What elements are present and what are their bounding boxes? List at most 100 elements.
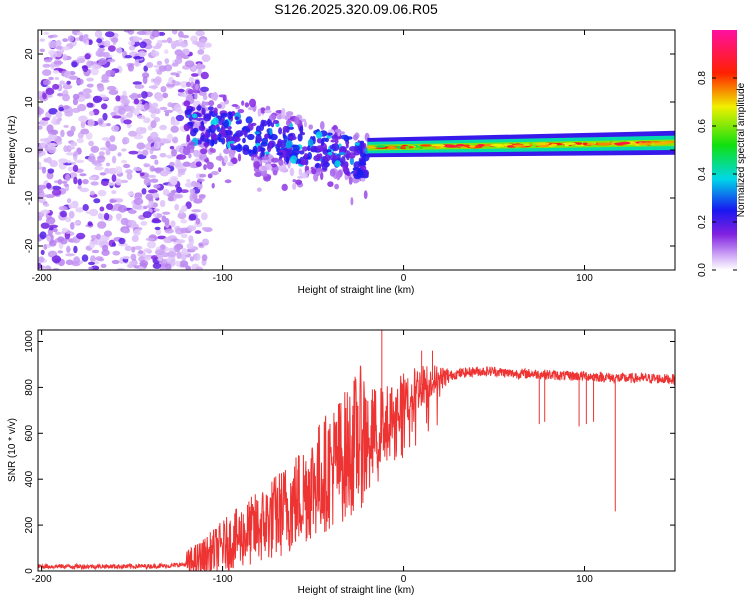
colorbar-tick-label: 0.0 [697,263,708,277]
heatmap-cell [89,176,96,180]
heatmap-cell [130,253,137,261]
heatmap-cell [144,257,151,261]
heatmap-cell [76,32,83,36]
heatmap-cell [52,83,60,90]
heatmap-cell [92,95,103,103]
heatmap-cell [77,184,82,190]
heatmap-cell [159,152,167,158]
heatmap-cell [108,89,119,96]
heatmap-cell [297,175,304,179]
spectrogram-heatmap [38,30,675,270]
heatmap-cell [156,93,164,102]
heatmap-cell [179,260,189,268]
heatmap-cell [159,124,168,131]
heatmap-cell [87,118,95,127]
heatmap-cell [112,115,122,119]
heatmap-cell [227,111,233,120]
heatmap-cell [340,134,349,140]
heatmap-cell [73,256,80,265]
heatmap-cell [241,100,245,106]
heatmap-cell [173,193,184,199]
heatmap-cell [88,261,95,266]
heatmap-cell [172,136,179,144]
heatmap-cell [350,197,354,206]
heatmap-cell [111,125,120,132]
heatmap-cell [174,49,183,56]
heatmap-cell [324,137,329,143]
heatmap-cell [213,107,218,114]
x-tick-label: -100 [213,574,233,585]
colorbar-tick-label: 0.6 [697,119,708,133]
heatmap-cell [285,111,294,117]
heatmap-cell [133,56,143,60]
heatmap-cell [121,159,128,164]
heatmap-cell [115,166,123,175]
heatmap-cell [235,144,243,153]
heatmap-cell [348,176,353,185]
heatmap-cell [201,125,205,131]
heatmap-cell [141,91,148,99]
heatmap-cell [207,173,213,179]
heatmap-cell [55,111,63,119]
heatmap-cell [201,100,206,109]
heatmap-cell [302,146,308,152]
heatmap-cell [82,65,89,72]
heatmap-cell [257,145,261,153]
heatmap-cell [150,50,160,57]
heatmap-cell [39,38,46,42]
heatmap-cell [188,77,195,82]
heatmap-cell [51,185,62,191]
heatmap-cell [265,105,271,111]
heatmap-cell [320,139,325,146]
heatmap-cell [311,168,317,175]
heatmap-cell [173,244,181,253]
heatmap-cell [167,251,177,257]
heatmap-cell [276,115,283,120]
heatmap-cell [45,94,53,98]
heatmap-cell [136,104,146,110]
heatmap-cell [345,143,349,149]
heatmap-cell [43,58,53,63]
heatmap-cell [118,237,126,245]
heatmap-cell [181,34,190,39]
heatmap-cell [62,93,70,102]
heatmap-cell [197,178,205,182]
heatmap-cell [156,70,163,75]
heatmap-cell [136,31,147,35]
heatmap-cell [238,119,242,125]
heatmap-cell [191,209,202,213]
heatmap-cell [278,159,284,166]
heatmap-cell [203,164,207,171]
heatmap-cell [98,189,107,197]
heatmap-cell [125,169,133,174]
heatmap-cell [263,175,271,182]
heatmap-cell [218,138,223,143]
heatmap-cell [349,156,354,166]
heatmap-cell [261,165,267,171]
heatmap-cell [86,102,94,108]
heatmap-cell [186,225,197,232]
heatmap-cell [154,159,159,165]
heatmap-cell [152,167,162,172]
heatmap-cell [186,243,194,250]
heatmap-cell [307,145,311,152]
heatmap-cell [292,179,297,183]
heatmap-cell [65,152,75,156]
heatmap-cell [55,39,62,48]
heatmap-cell [177,168,186,173]
heatmap-cell [175,158,181,167]
heatmap-cell [260,107,266,114]
heatmap-cell [39,48,45,53]
heatmap-cell [126,123,132,128]
heatmap-cell [62,105,70,110]
heatmap-cell [175,114,185,122]
heatmap-cell [278,127,283,135]
heatmap-cell [285,156,290,165]
heatmap-cell [126,172,133,180]
heatmap-cell [330,139,336,143]
heatmap-cell [42,63,51,68]
heatmap-cell [171,79,176,84]
heatmap-cell [73,150,79,157]
heatmap-cell [60,129,65,138]
heatmap-cell [126,112,133,118]
